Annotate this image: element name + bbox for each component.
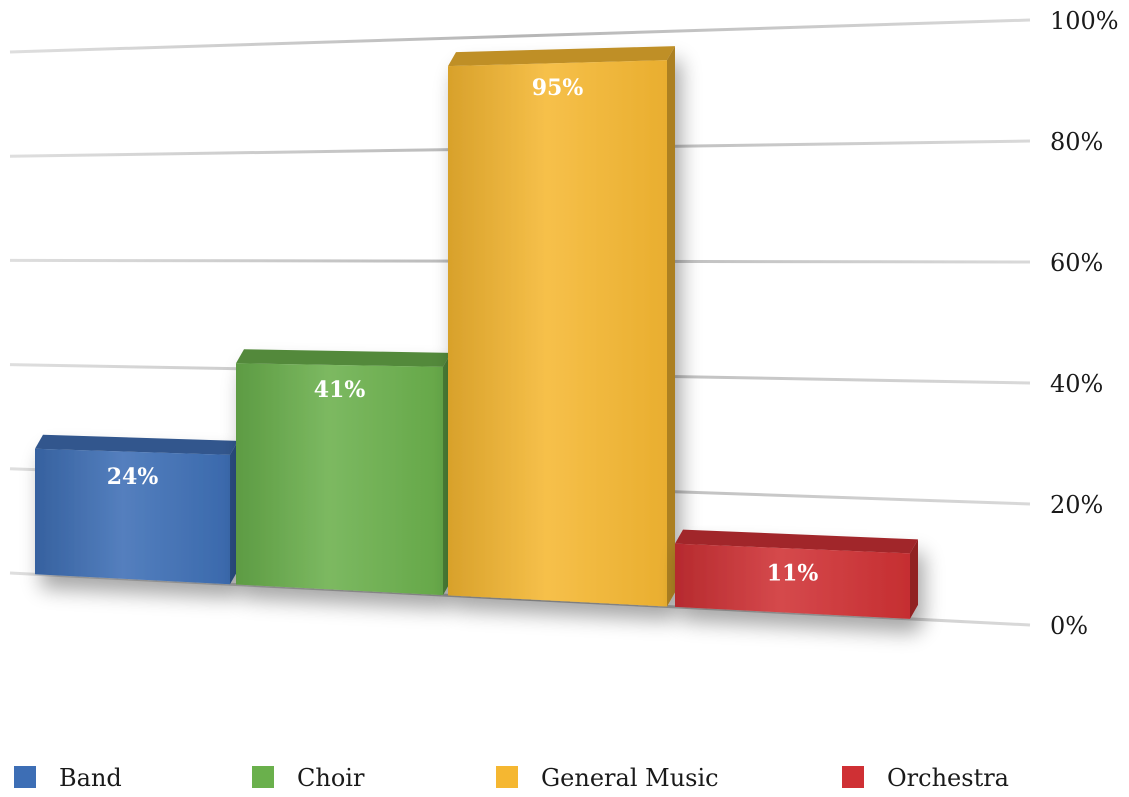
y-tick-label: 80%	[1050, 128, 1103, 156]
legend-swatch	[842, 766, 864, 788]
legend-label: General Music	[541, 764, 719, 792]
bar-top-face	[236, 349, 451, 367]
legend-label: Orchestra	[887, 764, 1009, 792]
data-label-band: 24%	[107, 464, 159, 490]
data-label-orchestra: 11%	[767, 560, 819, 586]
bar-general-music	[448, 46, 675, 607]
data-label-choir: 41%	[314, 377, 366, 403]
legend-item-band: Band	[14, 764, 122, 792]
y-tick-label: 20%	[1050, 491, 1103, 519]
y-tick-label: 100%	[1050, 7, 1119, 35]
bar-front-face	[448, 60, 667, 607]
legend-item-orchestra: Orchestra	[842, 764, 1009, 792]
bar-band	[35, 434, 238, 585]
bar-top-face	[675, 529, 918, 554]
legend-swatch	[496, 766, 518, 788]
bars	[35, 46, 918, 619]
y-tick-label: 40%	[1050, 370, 1103, 398]
legend-swatch	[252, 766, 274, 788]
bar-orchestra	[675, 529, 918, 619]
y-tick-label: 60%	[1050, 249, 1103, 277]
bar-top-face	[448, 46, 675, 67]
data-label-general-music: 95%	[532, 75, 584, 101]
y-axis-ticks: 0% 20% 40% 60% 80% 100%	[1050, 7, 1119, 640]
bar-front-face	[236, 363, 443, 596]
bar-front-face	[675, 543, 910, 619]
legend-swatch	[14, 766, 36, 788]
gridline	[9, 18, 1031, 54]
data-labels: 24% 41% 95% 11%	[107, 75, 819, 586]
bar-top-face	[35, 434, 238, 455]
legend: Band Choir General Music Orchestra	[14, 764, 1009, 792]
legend-label: Band	[59, 764, 122, 792]
bar-side-face	[667, 46, 675, 607]
bar-side-face	[910, 539, 918, 619]
legend-item-choir: Choir	[252, 764, 365, 792]
y-tick-label: 0%	[1050, 612, 1088, 640]
legend-item-general-music: General Music	[496, 764, 719, 792]
bar-front-face	[35, 448, 230, 585]
legend-label: Choir	[297, 764, 365, 792]
